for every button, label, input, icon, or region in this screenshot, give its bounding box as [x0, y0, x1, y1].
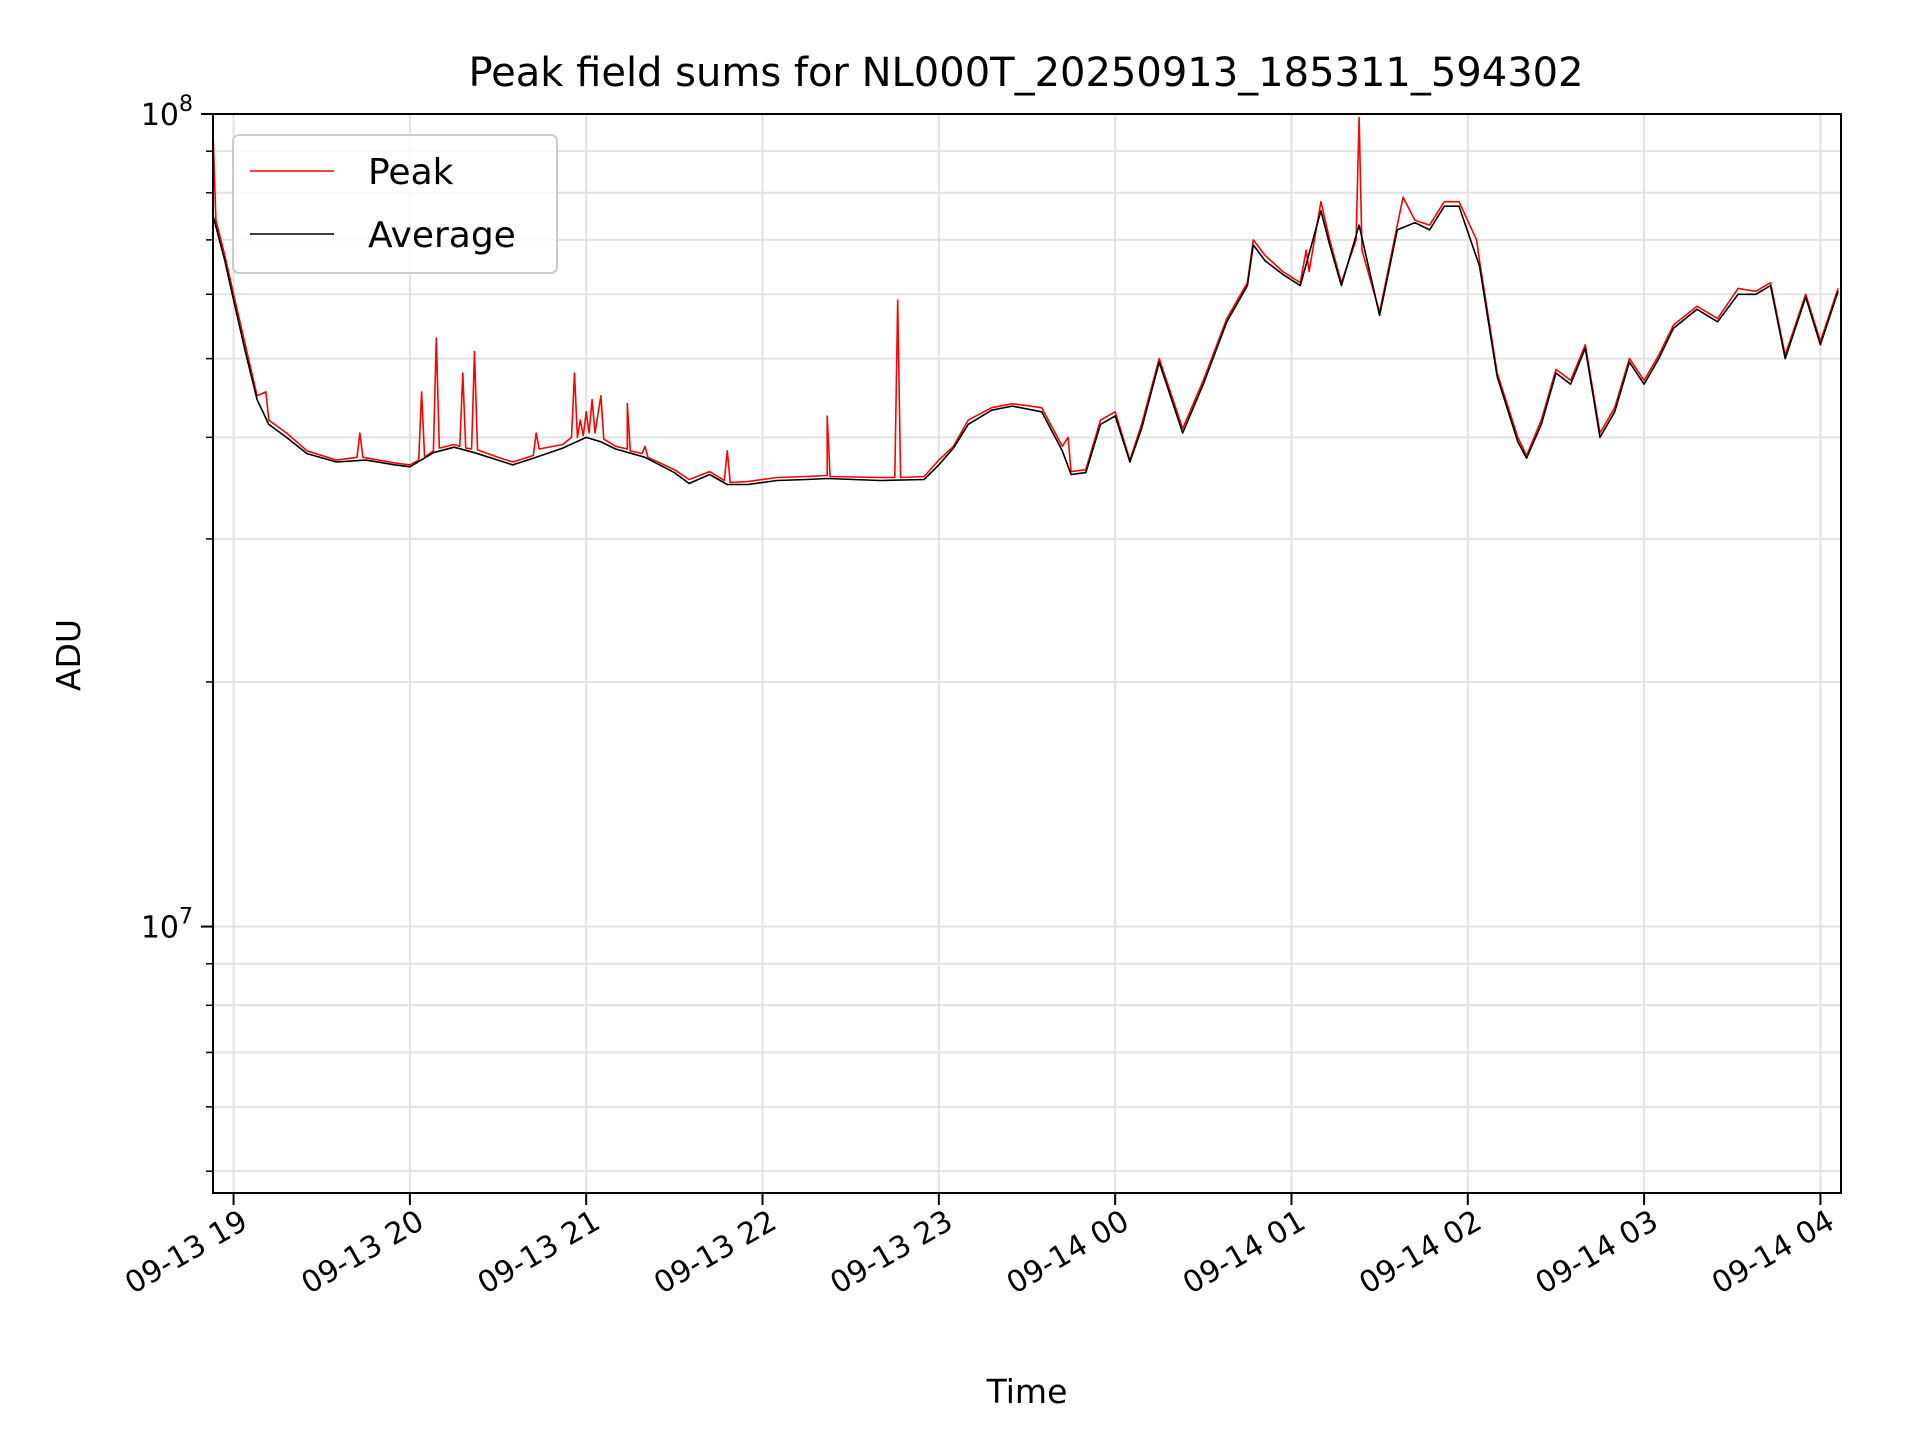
- y-tick-label: 107: [141, 905, 193, 946]
- plot-frame: [212, 113, 1842, 1194]
- plot-lines: [212, 116, 1839, 486]
- series-line-average: [212, 205, 1839, 486]
- y-axis: 107 108: [141, 92, 213, 1172]
- legend-label-average: Average: [368, 215, 516, 256]
- y-axis-label: ADU: [49, 619, 88, 691]
- chart-title: Peak field sums for NL000T_20250913_1853…: [468, 50, 1583, 96]
- series-line-peak: [212, 116, 1839, 484]
- legend: Peak Average: [232, 134, 558, 274]
- x-axis-label: Time: [986, 1372, 1068, 1411]
- legend-label-peak: Peak: [368, 152, 454, 193]
- legend-box: [232, 134, 558, 274]
- y-tick-label: 108: [141, 92, 193, 133]
